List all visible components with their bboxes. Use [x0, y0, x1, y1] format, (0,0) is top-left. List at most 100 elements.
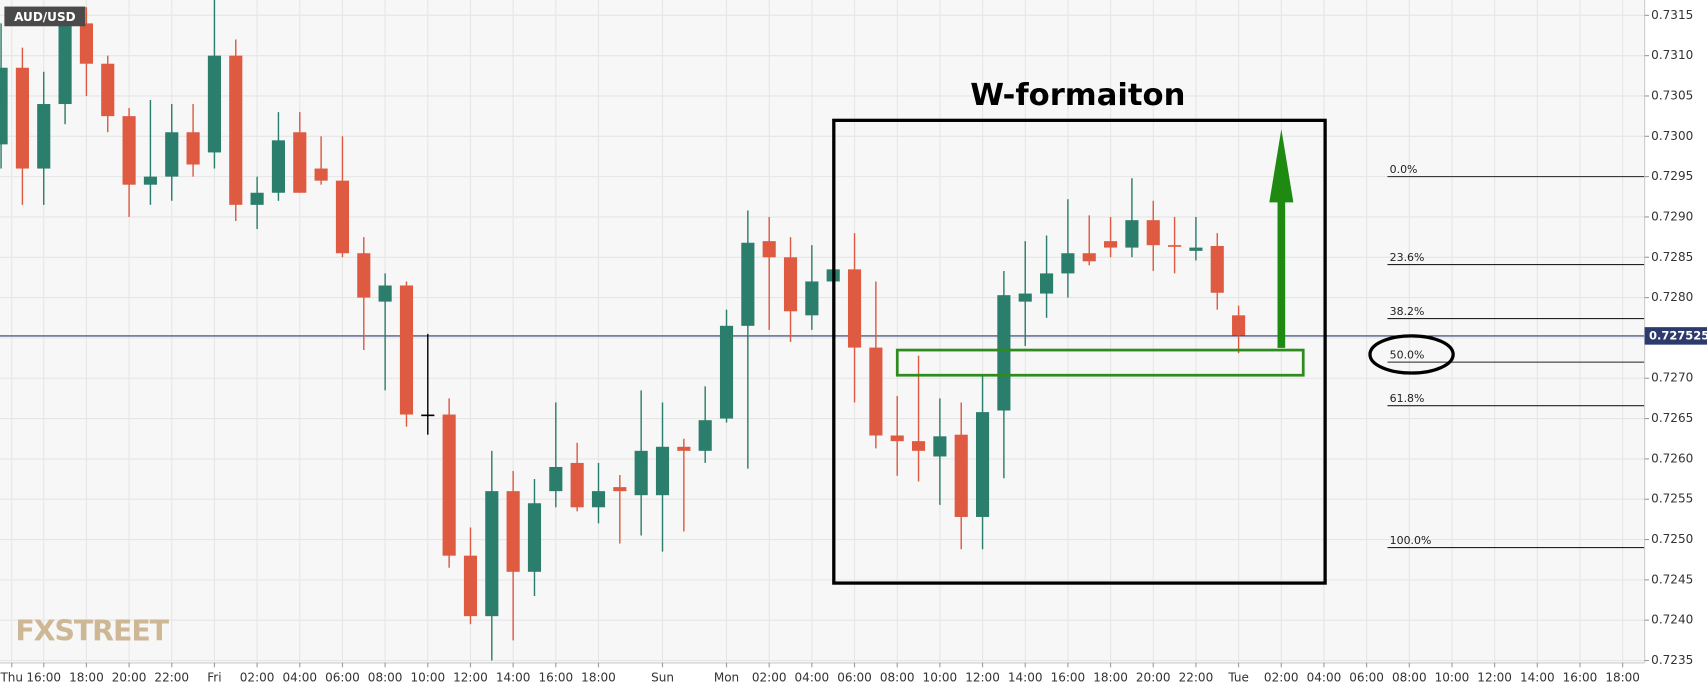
x-tick-label: 18:00	[581, 671, 616, 685]
x-tick-label: 18:00	[69, 671, 104, 685]
candle-body	[1018, 293, 1032, 302]
y-tick-label: 0.7250	[1651, 532, 1693, 546]
x-tick-label: 20:00	[1136, 671, 1171, 685]
candle-body	[570, 462, 584, 508]
plot-background	[0, 0, 1645, 663]
candle-body	[698, 420, 712, 451]
x-tick-label: 06:00	[1349, 671, 1384, 685]
candle-body	[1210, 245, 1224, 293]
x-tick-label: 04:00	[795, 671, 830, 685]
candle-body	[506, 491, 520, 572]
candle-body	[357, 253, 371, 298]
x-tick-label: Mon	[714, 671, 739, 685]
candle-body	[997, 295, 1011, 411]
candle-body	[591, 491, 606, 508]
y-tick-label: 0.7295	[1651, 169, 1693, 183]
x-tick-label: 02:00	[1264, 671, 1299, 685]
y-tick-label: 0.7310	[1651, 48, 1693, 62]
candle-body	[250, 192, 264, 205]
candle-body	[655, 446, 670, 496]
candle-body	[186, 132, 200, 165]
x-tick-label: 04:00	[1307, 671, 1342, 685]
candle-body	[442, 414, 456, 556]
candle-body	[1104, 241, 1118, 248]
candle-body	[933, 436, 947, 457]
x-tick-label: 12:00	[1477, 671, 1512, 685]
candle-body	[15, 67, 29, 169]
y-tick-label: 0.7260	[1651, 451, 1693, 465]
x-tick-label: 08:00	[368, 671, 403, 685]
arrow-head	[1269, 129, 1294, 203]
fib-label: 23.6%	[1390, 251, 1425, 264]
x-tick-label: Fri	[207, 671, 221, 685]
x-tick-label: 08:00	[1392, 671, 1427, 685]
symbol: AUD/USD	[14, 10, 75, 24]
x-tick-label: 16:00	[1563, 671, 1598, 685]
candle-body	[122, 116, 136, 185]
candle-body	[1039, 273, 1054, 294]
fib-label: 0.0%	[1390, 163, 1418, 176]
candle-body	[1061, 253, 1075, 274]
candle-body	[58, 15, 72, 105]
candle-body	[783, 257, 798, 312]
candle-body	[314, 168, 328, 181]
candle-body	[847, 269, 862, 348]
x-tick-label: Sun	[651, 671, 674, 685]
candle-body	[399, 285, 414, 415]
candle-body	[37, 104, 51, 169]
x-tick-label: 06:00	[837, 671, 872, 685]
candle-body	[79, 23, 93, 64]
fib-label: 61.8%	[1390, 392, 1425, 405]
candle-body	[378, 285, 392, 302]
fib-label: 38.2%	[1390, 305, 1425, 318]
candle-body	[911, 441, 926, 451]
x-tick-label: 12:00	[453, 671, 488, 685]
x-tick-label: 14:00	[496, 671, 531, 685]
symbol-box	[4, 6, 86, 27]
candle-body	[271, 140, 286, 193]
y-tick-label: 0.7300	[1651, 129, 1693, 143]
x-tick-label: 12:00	[965, 671, 1000, 685]
candle-body	[549, 466, 563, 492]
w-formation-box	[832, 118, 1327, 585]
candle-body	[165, 132, 179, 177]
candle-body	[975, 412, 990, 517]
x-tick-label: 16:00	[538, 671, 573, 685]
x-tick-label: Tue	[1227, 671, 1249, 685]
grid	[0, 0, 1645, 663]
candle-body	[1232, 315, 1246, 336]
x-tick-label: 18:00	[1605, 671, 1640, 685]
candle-body	[1189, 247, 1203, 251]
y-tick-label: 0.7255	[1651, 492, 1693, 506]
x-tick-label: Thu	[0, 671, 23, 685]
candle-body	[1168, 245, 1182, 247]
y-tick-label: 0.7285	[1651, 250, 1693, 264]
x-tick-label: 16:00	[26, 671, 61, 685]
candle-body	[1125, 220, 1139, 248]
x-tick-label: 10:00	[410, 671, 445, 685]
x-tick-label: 02:00	[240, 671, 275, 685]
fib-highlight	[1368, 334, 1455, 375]
candle-body	[954, 434, 968, 517]
candle-body	[869, 347, 883, 436]
y-tick-label: 0.7270	[1651, 371, 1693, 385]
candle-body	[207, 55, 221, 153]
axes: 0.7235 0.7240 0.7245 0.7250 0.7255 0.7260 0.72…	[0, 8, 1707, 685]
x-tick-label: 10:00	[923, 671, 958, 685]
x-tick-label: 02:00	[752, 671, 787, 685]
x-tick-label: 22:00	[1179, 671, 1214, 685]
candle-body	[0, 67, 8, 145]
candle-body	[229, 55, 243, 205]
watermark: FXSTREET	[15, 614, 169, 647]
x-tick-label: 10:00	[1435, 671, 1470, 685]
candle-body	[143, 176, 157, 185]
candle-body	[805, 281, 819, 316]
y-tick-label: 0.7245	[1651, 572, 1693, 586]
fibonacci: 0.0% 23.6% 38.2% 50.0% 61.8% 100.0%	[1387, 163, 1645, 549]
x-tick-label: 20:00	[112, 671, 147, 685]
candle-body	[762, 241, 776, 258]
y-tick-label: 0.7280	[1651, 290, 1693, 304]
x-tick-label: 04:00	[282, 671, 317, 685]
